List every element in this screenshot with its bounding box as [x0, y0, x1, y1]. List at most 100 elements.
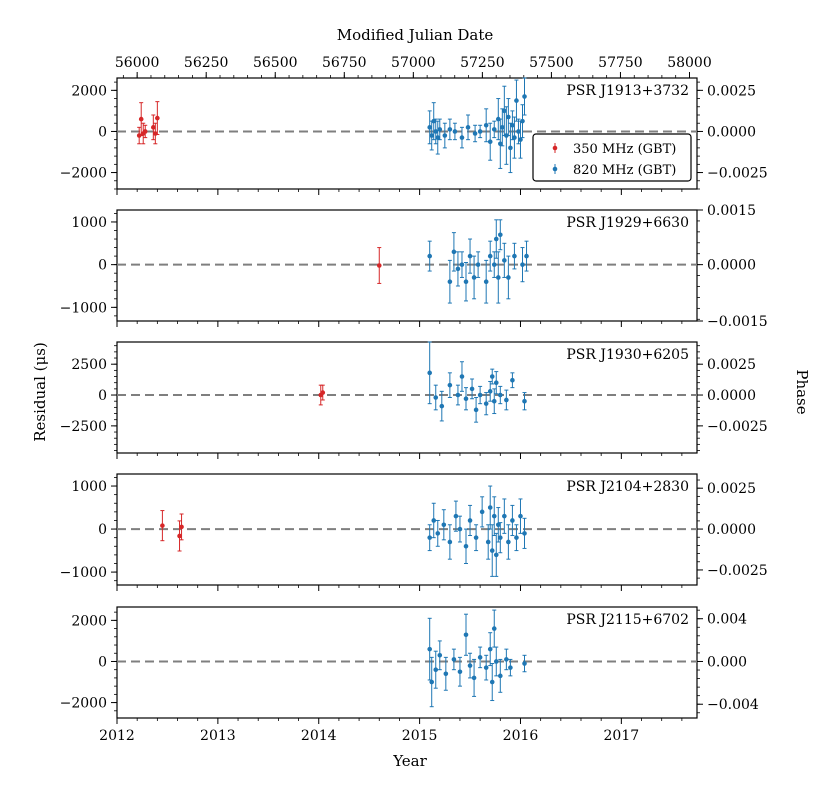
data-point: [452, 129, 458, 134]
data-point: [447, 279, 453, 285]
top-axis-tick-label: 58000: [667, 55, 712, 71]
data-point: [485, 539, 491, 545]
panel-psr-j1929-6630: 1000 0 −1000 0.0015 0.0000 −0.0015 PSR J1929+6…: [60, 203, 768, 330]
y2-tick-label: −0.0025: [707, 166, 768, 182]
data-point: [472, 131, 478, 136]
y-tick-label: −2000: [60, 696, 107, 712]
data-point: [479, 509, 485, 515]
panel-psr-j2104-2830: 1000 0 −1000 0.0025 0.0000 −0.0025 PSR J2104+2…: [60, 473, 768, 591]
pulsar-name: PSR J1930+6205: [566, 347, 689, 363]
data-point: [498, 673, 503, 679]
data-point: [495, 116, 501, 122]
panel-psr-j1930-6205: 2500 0 −2500 0.0025 0.0000 −0.0025 PSR J1930+6…: [60, 341, 768, 459]
data-point: [483, 401, 489, 406]
data-point: [459, 135, 465, 140]
data-point: [512, 253, 517, 259]
y-tick-label: 2000: [71, 613, 107, 629]
y-tick-label: −1000: [60, 565, 107, 581]
top-axis-label: Modified Julian Date: [337, 26, 494, 44]
data-point: [483, 665, 489, 670]
data-point: [502, 108, 507, 114]
y2-tick-label: 0.0000: [707, 124, 756, 140]
data-point: [514, 98, 519, 103]
data-point: [433, 667, 439, 672]
legend-marker: [552, 145, 558, 151]
data-point: [487, 139, 493, 145]
x-tick-label: 2012: [99, 728, 135, 744]
panel-frame: [116, 77, 698, 190]
data-point: [516, 129, 521, 134]
data-point: [506, 275, 511, 280]
data-point: [467, 253, 473, 259]
y2-tick-label: 0.0000: [707, 522, 756, 538]
data-point: [177, 533, 182, 539]
data-point: [459, 374, 465, 379]
data-point: [471, 275, 477, 280]
data-point: [495, 522, 501, 528]
data-point: [435, 135, 441, 140]
y-tick-label: 0: [98, 258, 107, 274]
data-point: [502, 513, 507, 519]
data-point: [524, 253, 529, 259]
data-point: [491, 262, 497, 267]
data-point: [138, 116, 144, 122]
panel-psr-j2115-6702: 2000 0 −2000 0.004 0.000 −0.004 PSR J2115+6702: [60, 606, 759, 724]
data-point: [477, 655, 483, 660]
data-point: [437, 127, 443, 132]
panel-psr-j1913-3732: 2000 0 −2000 0.0025 0.0000 −0.0025 PSR J1913+3…: [60, 77, 768, 195]
data-point: [487, 646, 493, 652]
y-tick-label: −1000: [60, 300, 107, 316]
data-point: [487, 253, 493, 259]
y2-tick-label: 0.0015: [707, 203, 756, 219]
data-point: [504, 657, 509, 662]
data-point: [489, 374, 495, 379]
data-point: [473, 535, 479, 540]
data-point: [459, 262, 465, 267]
data-point: [441, 522, 447, 528]
data-point: [160, 523, 165, 528]
data-point: [455, 392, 461, 398]
data-point: [155, 115, 160, 121]
data-point: [427, 535, 432, 540]
data-point: [475, 262, 481, 267]
legend-label: 350 MHz (GBT): [573, 142, 676, 157]
y-tick-label: 1000: [71, 479, 107, 495]
data-point: [435, 531, 441, 536]
data-point: [455, 266, 461, 272]
data-point: [443, 671, 449, 677]
y-tick-label: −2500: [60, 419, 107, 435]
top-axis-tick-label: 56750: [322, 55, 367, 71]
data-point: [151, 125, 156, 130]
data-point: [477, 392, 483, 398]
data-point: [491, 513, 497, 519]
data-point: [489, 679, 495, 685]
y2-tick-label: 0.0000: [707, 388, 756, 404]
data-point: [453, 513, 459, 519]
data-point: [437, 653, 443, 658]
data-point: [495, 275, 501, 280]
y2-tick-label: 0.000: [707, 654, 747, 670]
data-point: [142, 129, 148, 134]
data-point: [493, 659, 499, 664]
data-point: [376, 263, 382, 268]
y2-tick-label: −0.0025: [707, 563, 768, 579]
data-point: [429, 133, 435, 138]
x-axis-label: Year: [392, 752, 427, 770]
y-tick-label: 0: [98, 654, 107, 670]
data-point: [500, 125, 505, 130]
y2-axis-label: Phase: [793, 369, 811, 414]
data-point: [491, 626, 497, 631]
y-tick-label: 1000: [71, 215, 107, 231]
data-point: [427, 646, 432, 652]
data-point: [447, 539, 453, 545]
data-point: [457, 669, 463, 675]
data-point: [463, 543, 469, 549]
data-point: [429, 679, 435, 685]
data-point: [493, 552, 499, 558]
data-point: [491, 127, 497, 132]
y2-tick-label: 0.0025: [707, 357, 756, 373]
data-point: [510, 518, 515, 523]
data-point: [487, 505, 493, 510]
data-point: [471, 675, 477, 681]
